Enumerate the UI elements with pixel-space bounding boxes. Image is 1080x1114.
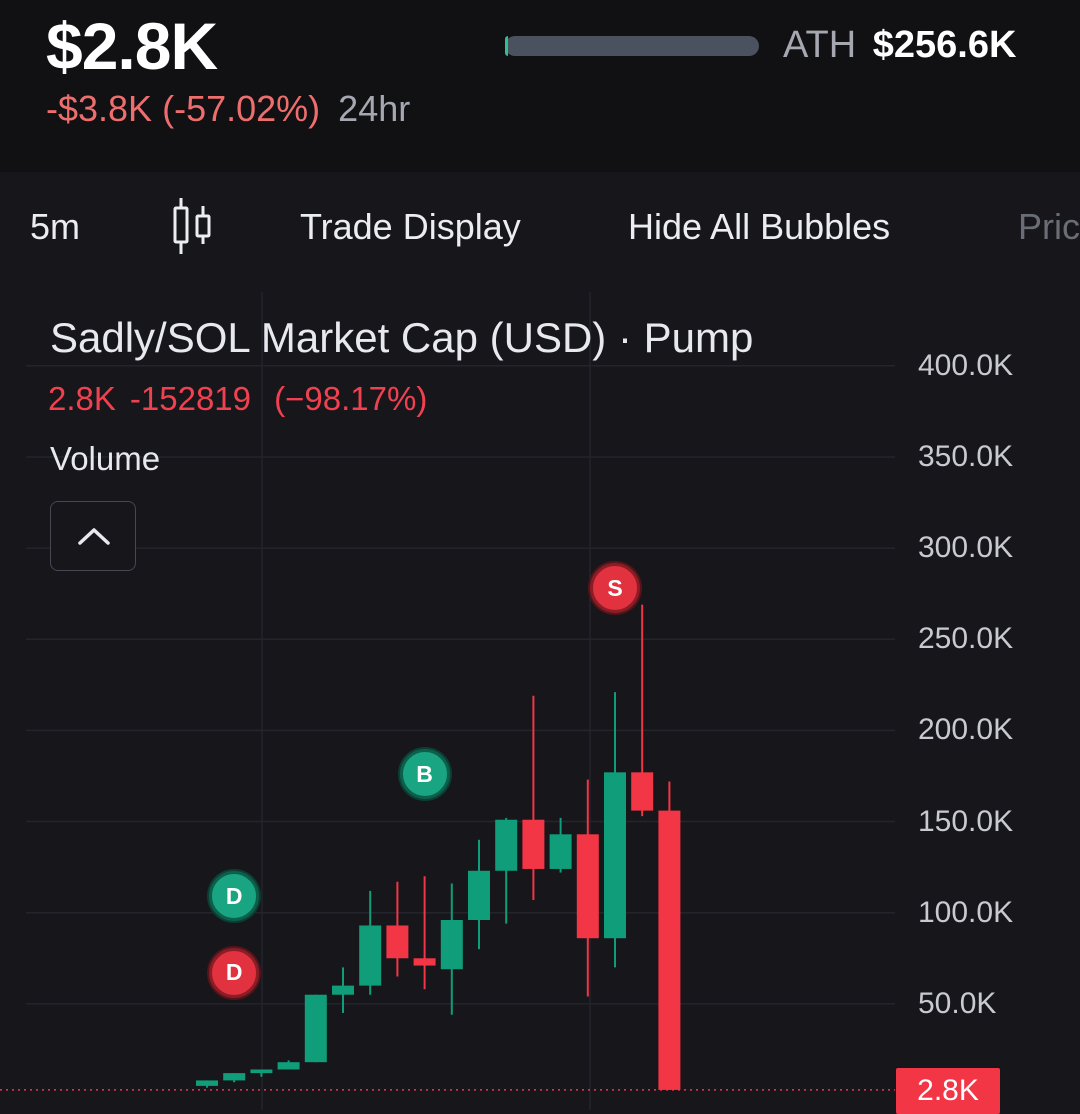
- candle-body: [604, 772, 626, 939]
- change-amount: -$3.8K: [46, 88, 153, 129]
- y-axis-tick-label: 200.0K: [918, 713, 1014, 747]
- volume-legend-label: Volume: [50, 440, 161, 477]
- candle-body: [359, 925, 382, 986]
- hide-all-bubbles-button[interactable]: Hide All Bubbles: [628, 206, 891, 247]
- candle-body: [658, 810, 681, 1090]
- candle-body: [250, 1069, 273, 1074]
- y-axis-tick-label: 300.0K: [918, 531, 1014, 565]
- candle-body: [522, 819, 545, 869]
- change-period: 24hr: [338, 88, 411, 129]
- interval-selector[interactable]: 5m: [30, 206, 81, 247]
- candle-body: [332, 985, 354, 995]
- trade-display-button[interactable]: Trade Display: [300, 206, 521, 247]
- chart-legend-values: 2.8K -152819 (−98.17%): [48, 380, 427, 418]
- ath-progress-bar: [505, 36, 759, 56]
- last-price-tag: 2.8K: [896, 1068, 1000, 1114]
- ath-display: ATH $256.6K: [783, 24, 1016, 67]
- current-market-cap: $2.8K: [46, 9, 218, 83]
- ath-label: ATH: [783, 24, 857, 66]
- change-percent: (-57.02%): [162, 88, 321, 129]
- candle-body: [631, 772, 654, 811]
- y-axis-tick-label: 350.0K: [918, 439, 1014, 473]
- candlestick-icon[interactable]: [170, 196, 216, 256]
- dev-sell-bubble[interactable]: D: [209, 947, 260, 998]
- candle-body: [440, 919, 463, 970]
- y-axis-tick-label: 100.0K: [918, 895, 1014, 929]
- legend-last-value: 2.8K: [48, 380, 116, 417]
- candle-body: [223, 1073, 246, 1081]
- dev-buy-bubble[interactable]: D: [209, 871, 260, 922]
- collapse-legend-button[interactable]: [50, 501, 136, 571]
- candle-body: [413, 958, 436, 966]
- buy-bubble[interactable]: B: [399, 749, 450, 800]
- chart-legend-title: Sadly/SOL Market Cap (USD) · Pump: [50, 314, 754, 361]
- y-axis-tick-label: 150.0K: [918, 804, 1014, 838]
- candle-body: [549, 834, 572, 869]
- candle-body: [468, 870, 490, 920]
- ath-progress-fill: [505, 36, 508, 56]
- ath-value: $256.6K: [872, 24, 1017, 66]
- sell-bubble[interactable]: S: [590, 563, 640, 614]
- candle-body: [196, 1080, 218, 1086]
- token-header: $2.8K -$3.8K (-57.02%) 24hr ATH $256.6K: [0, 0, 1080, 172]
- chevron-up-icon: [78, 528, 110, 545]
- legend-change-value: -152819: [129, 380, 251, 417]
- y-axis-tick-label: 250.0K: [918, 622, 1014, 656]
- price-change: -$3.8K (-57.02%) 24hr: [46, 88, 410, 130]
- candle-body: [386, 925, 409, 959]
- y-axis-tick-label: 50.0K: [918, 986, 997, 1020]
- candle-body: [277, 1062, 300, 1070]
- candle-body: [576, 834, 599, 939]
- candle-body: [495, 819, 518, 871]
- price-toggle-button[interactable]: Pric: [1018, 206, 1080, 247]
- legend-change-percent: (−98.17%): [274, 380, 428, 417]
- chart-background: [0, 282, 1080, 1110]
- candle-body: [304, 994, 327, 1063]
- y-axis-tick-label: 400.0K: [918, 348, 1014, 382]
